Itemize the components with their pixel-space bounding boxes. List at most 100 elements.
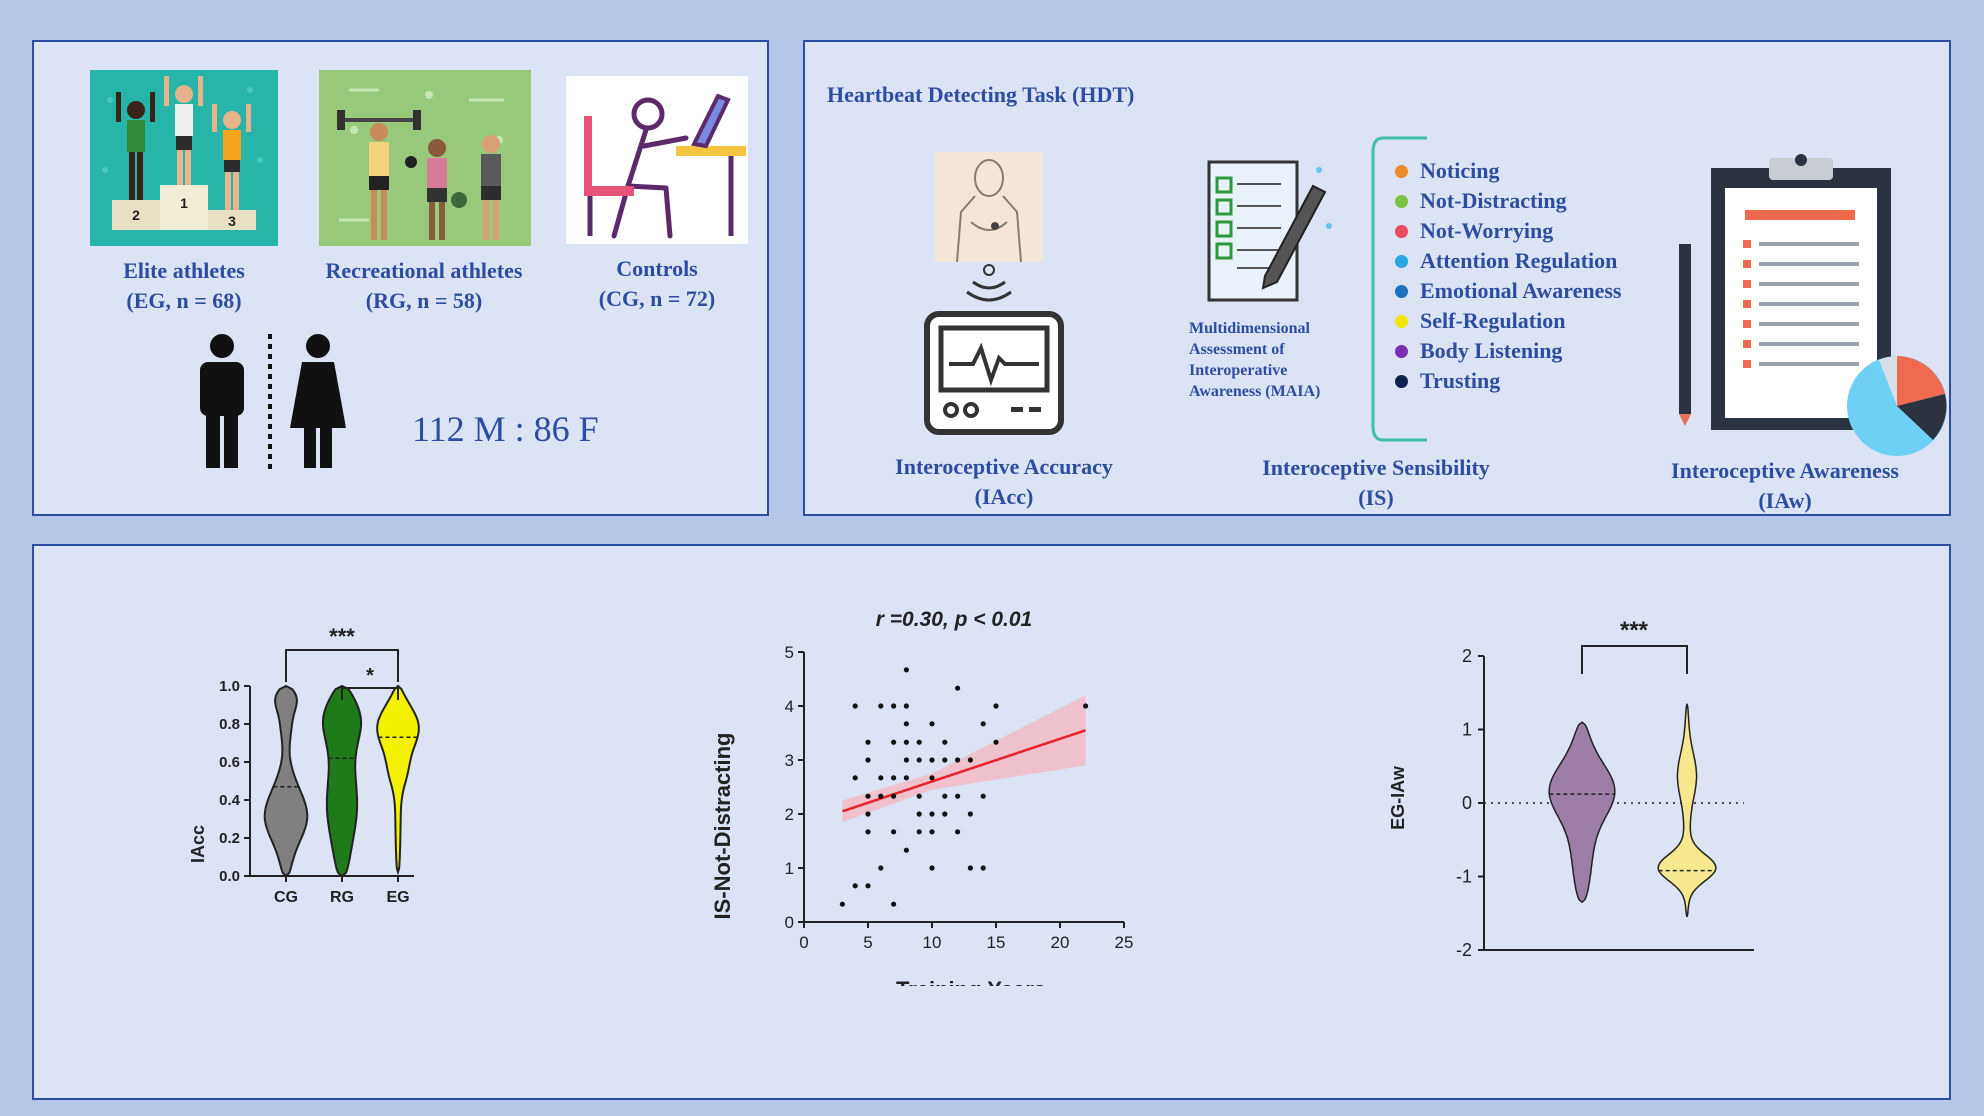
group-label-recreational: Recreational athletes (RG, n = 58) [294,256,554,316]
violin-body [263,684,309,878]
data-point [916,829,922,835]
elite-athletes-illustration: 2 1 3 [90,70,278,246]
maia-item: Self-Regulation [1395,306,1621,336]
athlete-figure [116,92,155,200]
significance-bracket [1581,645,1688,674]
maia-item: Not-Worrying [1395,216,1621,246]
significance-label: *** [1620,617,1649,644]
data-point [955,757,961,763]
group-detail: (EG, n = 68) [126,288,242,313]
significance-label: *** [329,624,355,649]
participants-panel: 2 1 3 Elite athletes (EG, n = [32,40,769,516]
x-tick-label: RG [330,889,354,906]
data-point [929,829,935,835]
data-point [993,703,999,709]
maia-item-label: Emotional Awareness [1420,278,1622,303]
data-point [929,811,935,817]
measure-name: Interoceptive Awareness [1671,458,1899,483]
hdt-title: Heartbeat Detecting Task (HDT) [827,82,1135,107]
data-point [852,703,858,709]
data-point [865,829,871,835]
data-point [967,811,973,817]
y-tick-label: 3 [785,751,794,770]
data-point [955,793,961,799]
data-point [903,721,909,727]
bullet-dot [1395,284,1408,298]
training-years-scatter-chart: r =0.30, p < 0.01 Training Years IS-Not-… [710,608,1134,986]
data-point [891,901,897,907]
bullet-dot [1395,224,1408,238]
group-name: Recreational athletes [325,258,523,283]
violin-body [376,684,420,876]
bullet-dot [1395,314,1408,328]
measure-name: Interoceptive Accuracy [895,454,1113,479]
chart-title: r =0.30, p < 0.01 [876,608,1032,631]
data-point [929,775,935,781]
measure-label-is: Interoceptive Sensibility (IS) [1231,453,1521,513]
data-point [865,883,871,889]
data-point [878,865,884,871]
data-point [891,739,897,745]
controls-illustration [566,76,748,244]
y-tick-label: -1 [1456,867,1472,887]
data-point [929,757,935,763]
measures-panel: Heartbeat Detecting Task (HDT) Multidime… [803,40,1951,516]
measure-label-iaw: Interoceptive Awareness (IAw) [1635,456,1935,516]
data-point [852,775,858,781]
violin-body [1657,703,1717,918]
data-point [852,883,858,889]
heartbeat-monitor-illustration [924,152,1064,435]
podium-2: 2 [132,207,140,223]
violin-body [1548,721,1616,904]
measure-abbr: (IAcc) [974,484,1034,509]
data-point [967,757,973,763]
bullet-dot [1395,374,1408,388]
data-point [916,757,922,763]
y-axis-label: EG-IAw [1388,765,1408,830]
data-point [903,775,909,781]
y-tick-label: 1 [785,859,794,878]
x-tick-label: 15 [987,933,1006,952]
y-axis-label: IS-Not-Distracting [710,733,735,920]
data-point [839,901,845,907]
data-point [903,757,909,763]
maia-questionnaire-illustration [1207,160,1332,302]
group-name: Controls [616,256,698,281]
violin-body [321,684,363,878]
data-point [967,865,973,871]
podium-1: 1 [180,195,188,211]
data-point [878,703,884,709]
x-tick-label: 25 [1115,933,1134,952]
maia-item: Not-Distracting [1395,186,1621,216]
regression-line [842,729,1086,813]
x-axis-label: Training Years [896,977,1046,986]
maia-item-label: Body Listening [1420,338,1563,363]
bullet-dot [1395,344,1408,358]
x-tick-label: 0 [799,933,808,952]
maia-bracket [1371,136,1427,442]
data-point [865,757,871,763]
data-point [993,739,999,745]
maia-item-label: Attention Regulation [1420,248,1618,273]
significance-bracket [341,687,399,700]
x-tick-label: 20 [1051,933,1070,952]
maia-label: Multidimensional Assessment of Interoper… [1189,320,1321,400]
data-point [903,739,909,745]
x-tick-label: EG [386,889,409,906]
results-panel: IAcc 0.0 0.2 0.4 0.6 0.8 1.0 CG RG EG *** * r =0.3… [32,544,1951,1100]
podium-3: 3 [228,213,236,229]
data-point [916,739,922,745]
measure-abbr: (IAw) [1758,488,1812,513]
maia-item-list: Noticing Not-Distracting Not-Worrying At… [1395,156,1621,396]
y-tick-label: 0.6 [219,754,240,771]
bullet-dot [1395,254,1408,268]
data-point [865,793,871,799]
x-tick-label: 10 [923,933,942,952]
x-tick-label: 5 [863,933,872,952]
data-point [878,793,884,799]
y-tick-label: 0 [785,913,794,932]
measure-abbr: (IS) [1358,485,1394,510]
maia-item: Body Listening [1395,336,1621,366]
y-tick-label: 4 [785,697,794,716]
data-point [903,703,909,709]
